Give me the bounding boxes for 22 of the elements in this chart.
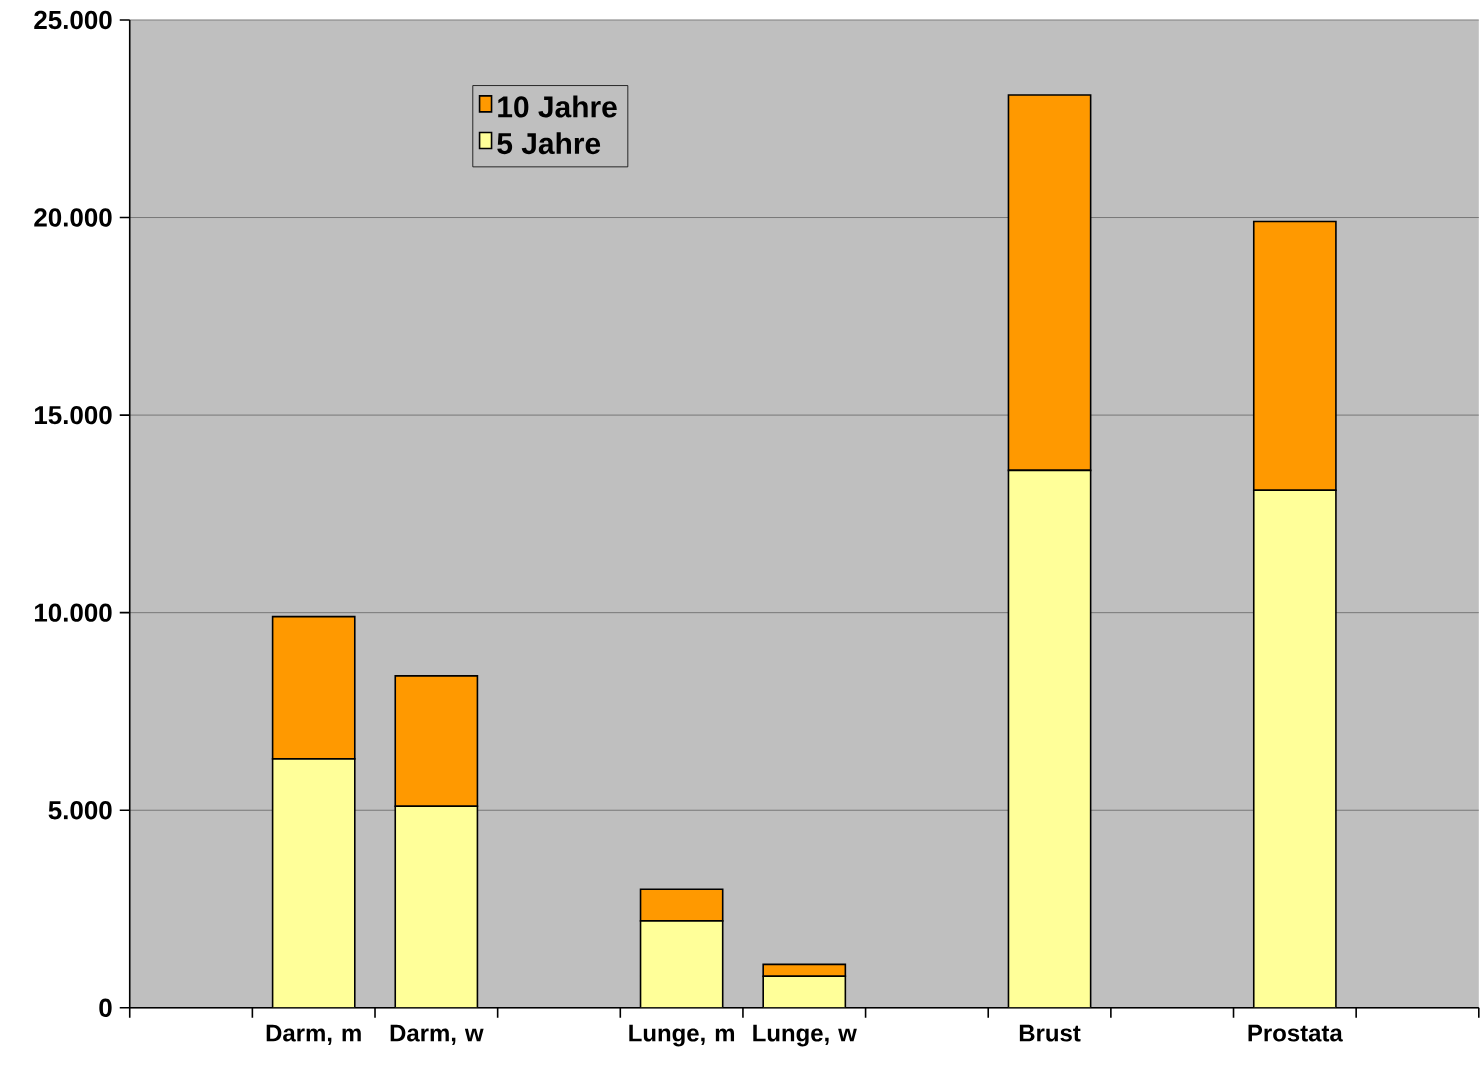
bar xyxy=(394,675,479,808)
bar xyxy=(1252,489,1337,1008)
legend-label: 5 Jahre xyxy=(497,132,601,155)
x-tick-label: Lunge, m xyxy=(629,1025,735,1047)
x-tick-label: Darm, w xyxy=(390,1025,484,1046)
bar xyxy=(763,976,846,1008)
y-tick-label: 5.000 xyxy=(48,801,112,820)
y-tick-label: 20.000 xyxy=(34,208,112,227)
y-tick-label: 0 xyxy=(99,998,112,1018)
bar xyxy=(639,888,724,922)
legend-label: 10 Jahre xyxy=(498,95,617,118)
x-tick-label: Brust xyxy=(1019,1025,1081,1042)
x-tick-label: Lunge, w xyxy=(753,1025,857,1047)
bar xyxy=(640,921,723,1008)
bar xyxy=(395,806,478,1008)
y-tick-label: 25.000 xyxy=(34,10,112,30)
x-tick-label: Darm, m xyxy=(266,1025,361,1046)
x-tick-label: Prostata xyxy=(1248,1025,1343,1042)
bar xyxy=(272,759,355,1008)
y-tick-label: 10.000 xyxy=(34,603,112,623)
bar xyxy=(1008,470,1091,1008)
y-tick-label: 15.000 xyxy=(34,406,112,425)
